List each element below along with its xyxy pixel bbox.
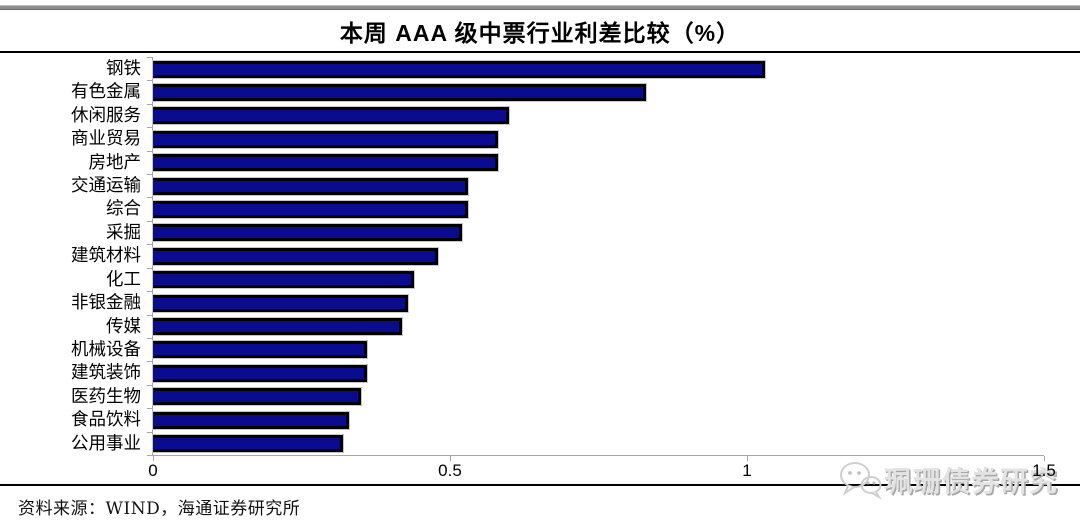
y-axis-tick [147, 267, 152, 269]
y-axis-tick [147, 127, 152, 129]
y-axis-tick [147, 220, 152, 222]
x-axis-line [147, 455, 1044, 456]
y-axis-tick [147, 337, 152, 339]
category-label: 非银金融 [71, 293, 141, 314]
bar [153, 200, 468, 218]
category-label: 建筑材料 [71, 246, 141, 267]
category-label: 休闲服务 [71, 105, 141, 126]
category-label: 传媒 [106, 316, 141, 337]
category-label: 食品饮料 [71, 410, 141, 431]
source-note: 资料来源：WIND，海通证券研究所 [18, 499, 301, 519]
category-label: 综合 [106, 199, 141, 220]
x-axis-tick-label: 0 [148, 461, 158, 480]
category-label: 交通运输 [71, 176, 141, 197]
y-axis-tick [147, 384, 152, 386]
bar [153, 247, 439, 265]
category-label: 有色金属 [71, 82, 141, 103]
bar [153, 177, 468, 195]
x-axis-tick-label: 1 [742, 461, 752, 480]
bar [153, 435, 344, 453]
wechat-icon [840, 462, 882, 500]
y-axis-tick [147, 197, 152, 199]
y-axis-tick [147, 150, 152, 152]
bar [153, 318, 403, 336]
bar [153, 83, 647, 101]
category-label: 钢铁 [106, 59, 141, 79]
bar [153, 364, 367, 382]
title-divider-rule [0, 51, 1080, 53]
category-label: 机械设备 [71, 339, 141, 360]
category-label: 建筑装饰 [71, 363, 141, 384]
category-label: 房地产 [88, 152, 142, 173]
bar [153, 130, 498, 148]
y-axis-tick [147, 80, 152, 82]
bar [153, 271, 415, 289]
x-axis-tick [747, 456, 748, 461]
x-axis-tick [450, 456, 451, 461]
y-axis-tick [147, 174, 152, 176]
bar [153, 341, 367, 359]
y-axis-tick [147, 57, 152, 58]
bar [153, 411, 350, 429]
y-axis-tick [147, 408, 152, 410]
y-axis-tick [147, 455, 152, 456]
plot-area: 0 0.5 1 1.5 [147, 57, 1056, 480]
x-axis-tick [153, 456, 154, 461]
chart-title: 本周 AAA 级中票行业利差比较（%） [339, 20, 741, 46]
y-axis-tick [147, 244, 152, 246]
bottom-divider-rule [0, 484, 1080, 486]
bar [153, 294, 409, 312]
category-label: 医药生物 [71, 386, 141, 407]
category-label: 采掘 [106, 222, 141, 243]
bar [153, 60, 765, 78]
y-axis-line [152, 57, 153, 456]
bar [153, 388, 361, 406]
top-border-rule [0, 5, 1080, 10]
x-axis-tick-label: 1.5 [1032, 461, 1056, 480]
bar [153, 107, 510, 125]
y-axis-tick [147, 431, 152, 433]
category-label: 化工 [106, 269, 141, 290]
y-axis-tick [147, 314, 152, 316]
y-axis-tick [147, 361, 152, 363]
category-label: 商业贸易 [71, 129, 141, 150]
category-axis-labels: 钢铁有色金属 休闲服务商业贸易 房地产交通运输 综合 采掘建筑材料 化工非银金融 传媒 机械设… [0, 57, 147, 455]
bar [153, 224, 462, 242]
x-axis-tick [1044, 456, 1045, 461]
x-axis-tick-label: 0.5 [438, 461, 462, 480]
y-axis-tick [147, 103, 152, 105]
bar [153, 154, 498, 172]
y-axis-tick [147, 291, 152, 293]
category-label: 公用事业 [71, 433, 141, 454]
